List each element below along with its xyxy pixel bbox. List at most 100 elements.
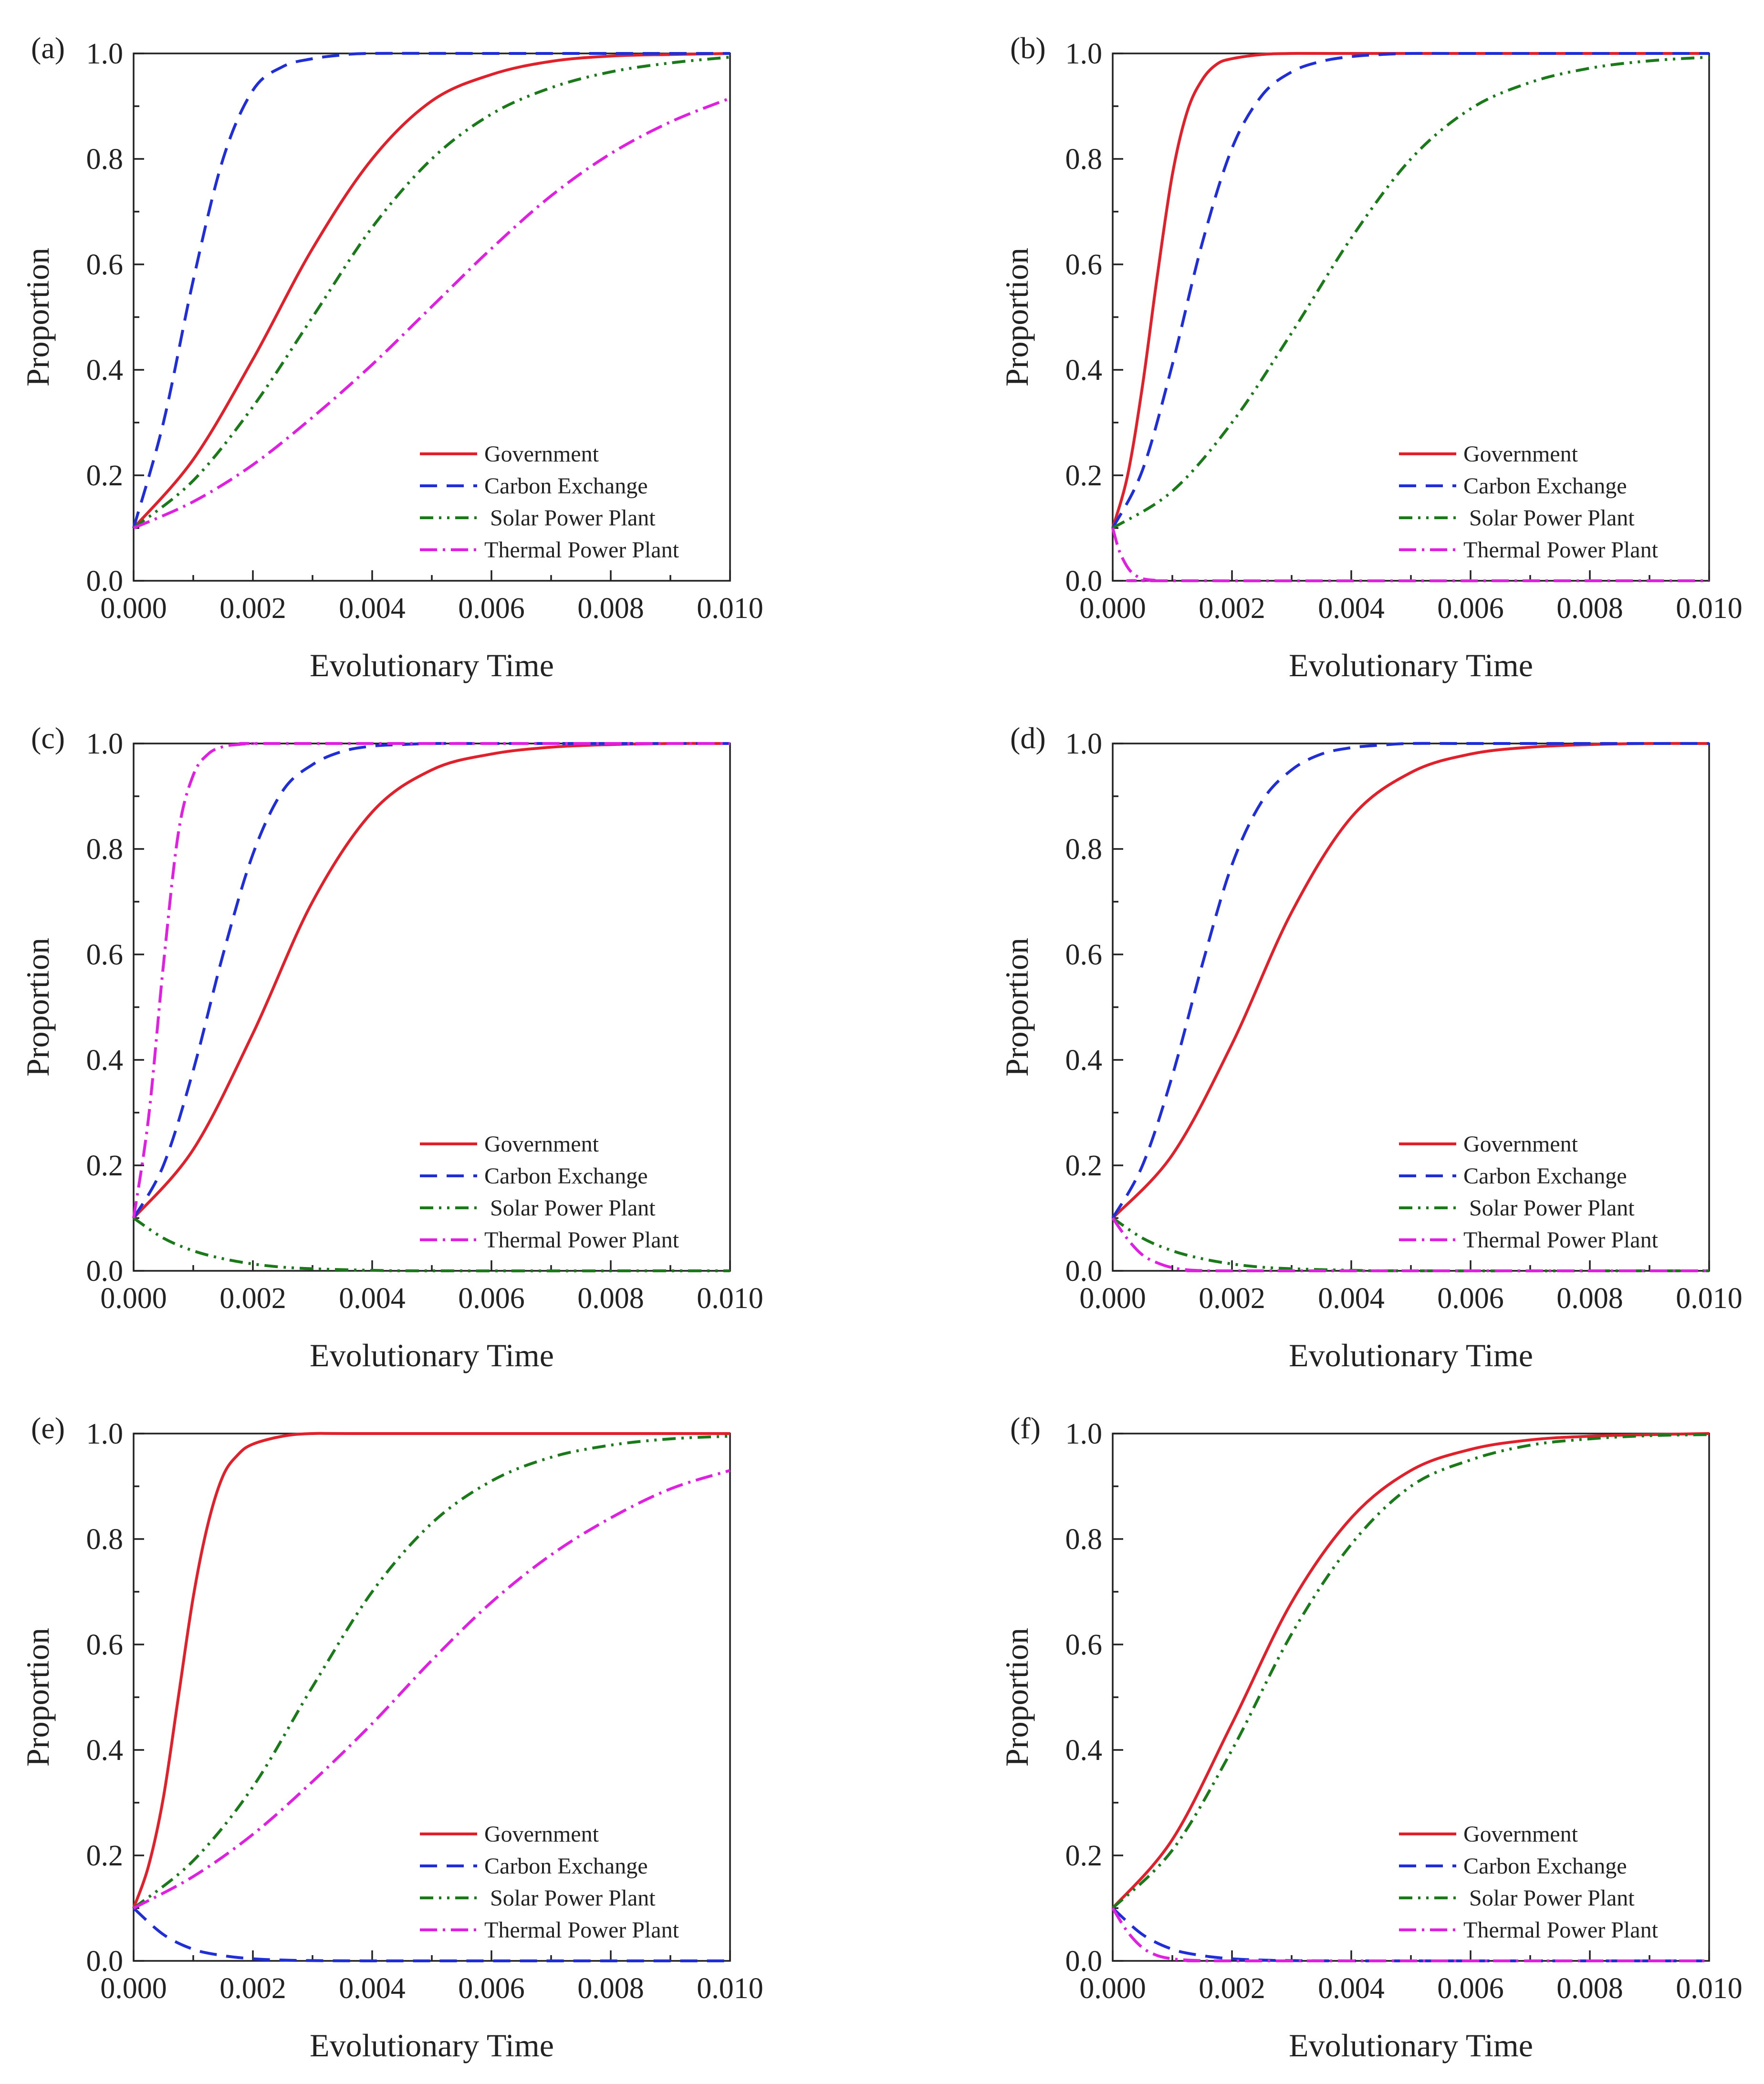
x-tick-label: 0.004 [339, 592, 406, 625]
series-line-carbon-exchange [1112, 1907, 1709, 1963]
plot-frame [133, 743, 731, 1272]
x-tick-label: 0.008 [1556, 1972, 1623, 2005]
series-line-solar-power-plant [1111, 1433, 1710, 1909]
panel-label: (a) [31, 31, 65, 65]
legend-label: Carbon Exchange [1463, 1854, 1627, 1879]
legend-label: Solar Power Plant [1463, 1195, 1635, 1221]
y-tick-label: 0.2 [1065, 460, 1103, 492]
y-tick-label: 0.6 [1065, 249, 1103, 281]
y-tick-label: 0.4 [86, 1734, 124, 1767]
x-tick-label: 0.000 [100, 1282, 167, 1315]
legend-label: Carbon Exchange [1463, 473, 1627, 499]
x-tick-label: 0.010 [697, 1972, 763, 2005]
x-tick-label: 0.008 [577, 1282, 644, 1315]
x-tick-label: 0.004 [1318, 1972, 1385, 2005]
chart-panel-3: (c) 0.000 0.002 0.004 0.006 0.008 0.010 0.0 0.2 0… [20, 721, 763, 1373]
series-line-thermal-power-plant [133, 97, 731, 530]
x-tick-label: 0.002 [219, 1282, 286, 1315]
x-tick-label: 0.004 [1318, 1282, 1385, 1315]
series-line-thermal-power-plant [1111, 1907, 1710, 1963]
plot-frame [1112, 1433, 1710, 1962]
x-tick-label: 0.008 [577, 592, 644, 625]
series-line-government [132, 52, 731, 529]
x-tick-label: 0.008 [1556, 1282, 1623, 1315]
legend-label: Solar Power Plant [1463, 1885, 1635, 1911]
y-tick-label: 0.4 [1065, 1734, 1103, 1767]
series-line-solar-power-plant [133, 1435, 731, 1909]
legend-label: Carbon Exchange [484, 473, 648, 499]
chart-panel-1: (a) 0.000 0.002 0.004 0.006 0.008 0.010 0.0 0.2 0… [20, 31, 763, 683]
x-axis-title: Evolutionary Time [1289, 647, 1533, 683]
x-tick-label: 0.010 [1676, 592, 1743, 625]
y-axis-title: Proportion [20, 1628, 56, 1767]
y-tick-label: 0.6 [86, 939, 124, 971]
x-tick-label: 0.006 [1437, 592, 1504, 625]
y-tick-label: 0.8 [1065, 143, 1103, 176]
legend-label: Thermal Power Plant [1463, 1227, 1659, 1253]
series-line-solar-power-plant [133, 1217, 731, 1273]
y-tick-label: 1.0 [86, 1418, 124, 1450]
y-tick-label: 1.0 [86, 38, 124, 70]
y-tick-label: 0.2 [1065, 1150, 1103, 1182]
series-line-thermal-power-plant [1111, 1217, 1710, 1273]
y-tick-label: 0.8 [86, 833, 124, 866]
chart-panel-6: (f) 0.000 0.002 0.004 0.006 0.008 0.010 0.0 0.2 0… [999, 1411, 1743, 2063]
y-tick-label: 0.8 [86, 143, 124, 176]
plot-frame [133, 52, 731, 582]
x-axis-title: Evolutionary Time [310, 2027, 554, 2063]
x-tick-label: 0.006 [458, 1972, 525, 2005]
series-line-solar-power-plant [133, 55, 731, 529]
x-tick-label: 0.004 [339, 1282, 406, 1315]
x-axis-title: Evolutionary Time [310, 1337, 554, 1373]
legend-label: Solar Power Plant [1463, 505, 1635, 531]
y-axis-title: Proportion [20, 938, 56, 1077]
y-tick-label: 0.0 [86, 1255, 124, 1288]
y-tick-label: 1.0 [1065, 728, 1103, 760]
y-tick-label: 0.0 [86, 1945, 124, 1978]
series-line-government [1111, 742, 1710, 1219]
x-tick-label: 0.002 [1199, 1972, 1265, 2005]
x-tick-label: 0.000 [1079, 592, 1146, 625]
panel-label: (c) [31, 721, 65, 755]
panel-label: (e) [31, 1411, 65, 1445]
x-tick-label: 0.000 [100, 592, 167, 625]
x-tick-label: 0.008 [1556, 592, 1623, 625]
series-line-carbon-exchange [132, 742, 730, 1219]
series-line-government [132, 1432, 730, 1909]
legend-label: Solar Power Plant [484, 1885, 656, 1911]
y-tick-label: 0.2 [86, 1840, 124, 1872]
y-tick-label: 0.8 [1065, 1523, 1103, 1556]
y-tick-label: 0.0 [1065, 1945, 1103, 1978]
legend-label: Government [1463, 1822, 1578, 1847]
y-tick-label: 0.6 [86, 1629, 124, 1661]
series-line-government [1111, 1432, 1710, 1909]
y-tick-label: 0.6 [86, 249, 124, 281]
x-axis-title: Evolutionary Time [1289, 1337, 1533, 1373]
y-tick-label: 0.2 [1065, 1840, 1103, 1872]
x-axis-title: Evolutionary Time [310, 647, 554, 683]
legend-label: Government [484, 1131, 599, 1157]
x-tick-label: 0.004 [339, 1972, 406, 2005]
y-tick-label: 0.0 [1065, 565, 1103, 597]
x-tick-label: 0.006 [1437, 1282, 1504, 1315]
legend-label: Carbon Exchange [484, 1163, 648, 1189]
legend-label: Thermal Power Plant [1463, 537, 1659, 563]
panel-label: (b) [1010, 31, 1046, 65]
legend-label: Solar Power Plant [484, 1195, 656, 1221]
series-line-carbon-exchange [1111, 742, 1709, 1219]
series-line-government [132, 742, 731, 1219]
series-line-carbon-exchange [1111, 52, 1709, 529]
x-tick-label: 0.008 [577, 1972, 644, 2005]
y-axis-title: Proportion [999, 248, 1035, 387]
legend-label: Thermal Power Plant [484, 1917, 679, 1943]
x-tick-label: 0.000 [100, 1972, 167, 2005]
series-line-solar-power-plant [1112, 55, 1710, 530]
series-line-solar-power-plant [1112, 1217, 1710, 1273]
x-tick-label: 0.002 [1199, 592, 1265, 625]
y-tick-label: 0.0 [86, 565, 124, 597]
y-tick-label: 0.4 [86, 1044, 124, 1077]
y-tick-label: 0.6 [1065, 939, 1103, 971]
legend-label: Solar Power Plant [484, 505, 656, 531]
y-tick-label: 1.0 [1065, 38, 1103, 70]
